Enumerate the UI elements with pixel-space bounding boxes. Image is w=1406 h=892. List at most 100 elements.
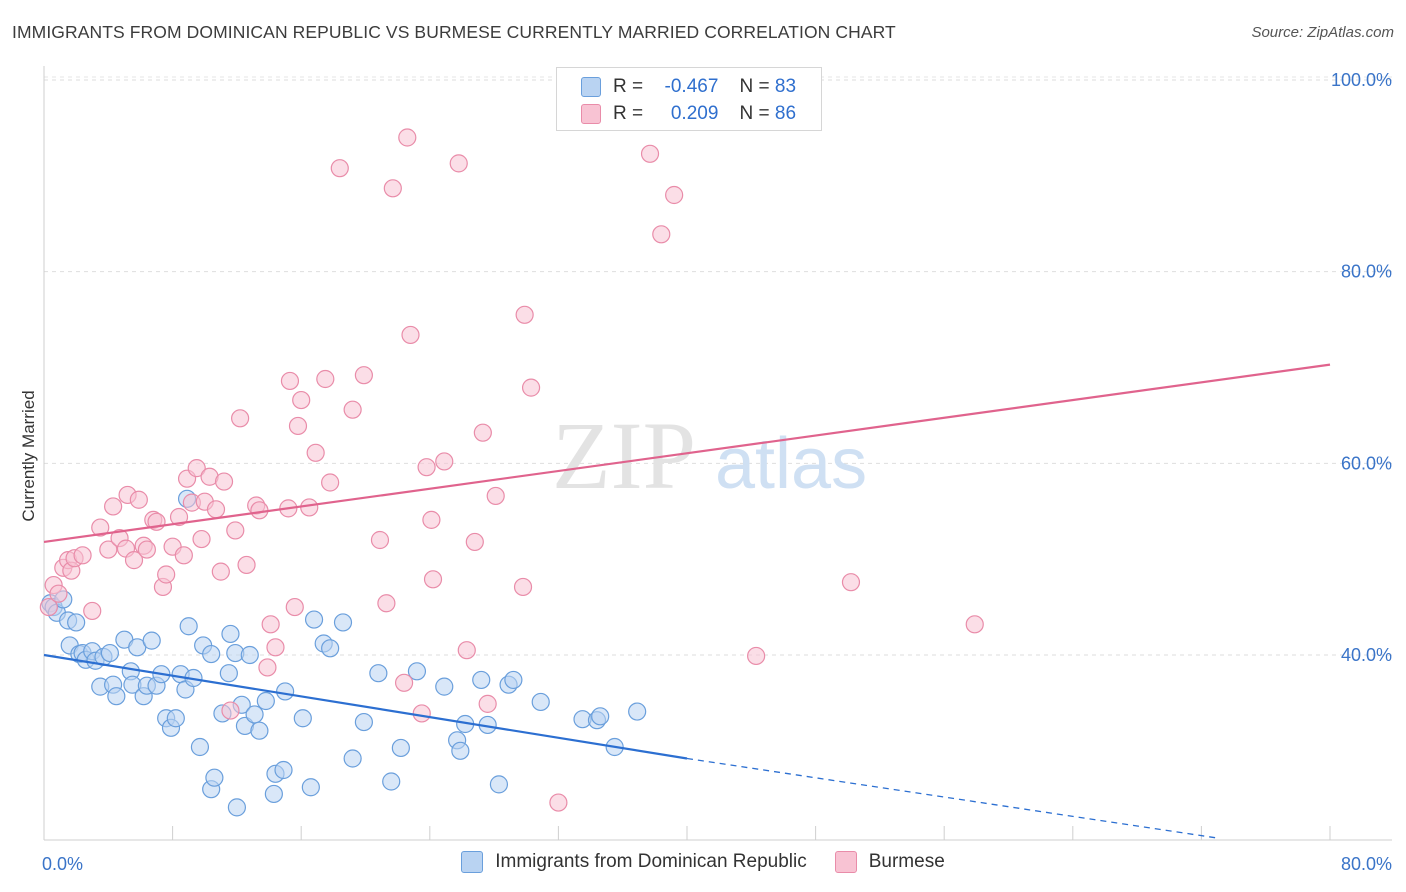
burmese-point	[73, 546, 92, 565]
dominican-point	[504, 670, 523, 690]
burmese-point	[549, 793, 568, 812]
burmese-point	[288, 416, 308, 436]
dominican-point	[321, 639, 340, 658]
dominican-point	[304, 610, 324, 629]
burmese-point	[398, 128, 417, 147]
dominican-point	[531, 692, 550, 712]
legend-r-value: -0.467	[664, 76, 719, 97]
dominican-point	[472, 670, 491, 690]
watermark-atlas: atlas	[715, 424, 867, 504]
legend-row-dominican: R = -0.467 N = 83	[581, 74, 796, 100]
burmese-point	[377, 594, 396, 613]
burmese-point	[258, 658, 277, 677]
chart-title: IMMIGRANTS FROM DOMINICAN REPUBLIC VS BU…	[12, 22, 896, 42]
burmese-point	[261, 615, 280, 634]
burmese-point	[174, 546, 193, 565]
burmese-point	[354, 366, 373, 385]
burmese-point	[226, 521, 245, 540]
series-legend: Immigrants from Dominican Republic Burme…	[0, 851, 1406, 873]
dominican-point	[343, 749, 362, 768]
burmese-point	[640, 144, 660, 163]
legend-n-value: 83	[774, 76, 797, 97]
burmese-point	[401, 325, 420, 345]
dominican-point	[250, 721, 269, 740]
tick-labels: 40.0% 60.0% 80.0% 100.0% 0.0% 80.0%	[42, 70, 1392, 874]
dominican-point	[202, 644, 221, 664]
burmese-point	[292, 390, 311, 410]
legend-swatch-pink	[581, 104, 601, 124]
source-credit: Source: ZipAtlas.com	[1251, 24, 1394, 41]
legend-swatch-pink	[834, 851, 857, 873]
burmese-point	[435, 452, 454, 471]
dominican-point	[628, 702, 647, 721]
legend-item-dominican[interactable]: Immigrants from Dominican Republic	[461, 851, 807, 873]
burmese-point	[965, 615, 984, 634]
legend-label-burmese: Burmese	[868, 851, 945, 872]
burmese-point	[449, 154, 468, 173]
dominican-point	[190, 737, 210, 757]
dominican-point	[407, 662, 427, 681]
dominican-point	[240, 645, 259, 665]
axes	[43, 66, 1392, 841]
burmese-point	[124, 551, 144, 570]
burmese-point	[192, 529, 211, 549]
x-tick-label: 0.0%	[42, 854, 83, 874]
dominican-point	[264, 784, 283, 804]
y-axis-label: Currently Married	[19, 390, 38, 521]
burmese-point	[841, 573, 861, 592]
dominican-point	[107, 687, 126, 706]
dominican-point	[221, 624, 240, 644]
x-tick-label: 80.0%	[1341, 854, 1392, 874]
burmese-point	[300, 498, 319, 517]
dominican-point	[591, 707, 610, 726]
y-tick-label: 80.0%	[1341, 262, 1392, 282]
legend-n-label: N =	[739, 103, 770, 124]
dominican-point	[100, 643, 120, 663]
legend-swatch-blue	[461, 851, 484, 873]
burmese-point	[370, 530, 390, 550]
legend-r-value: 0.209	[670, 103, 719, 124]
dominican-point	[179, 617, 198, 636]
trend-lines	[43, 363, 1331, 839]
burmese-point	[285, 597, 304, 617]
dominican-point	[227, 798, 246, 817]
burmese-point	[104, 497, 123, 516]
dominican-point	[354, 712, 373, 732]
burmese-point	[521, 378, 541, 397]
burmese-point	[137, 540, 156, 559]
burmese-point	[237, 555, 256, 575]
dominican-point	[219, 664, 238, 683]
burmese-point	[214, 472, 234, 491]
dominican-point	[435, 677, 454, 696]
dominican-point	[293, 709, 312, 728]
legend-r-label: R =	[613, 103, 644, 124]
legend-n-label: N =	[739, 76, 770, 97]
burmese-point	[423, 570, 443, 589]
burmese-point	[394, 673, 414, 692]
dominican-point	[391, 738, 410, 758]
burmese-point	[412, 704, 431, 723]
burmese-point	[457, 641, 476, 660]
correlation-legend: R = -0.467 N = 83 R = 0.209 N = 86	[556, 67, 822, 131]
dominican-point	[451, 741, 470, 760]
burmese-point	[515, 305, 534, 324]
burmese-point	[473, 423, 492, 442]
watermark: ZIP atlas	[552, 402, 867, 509]
burmese-point	[221, 701, 240, 720]
dominican-point	[256, 691, 275, 711]
legend-r-label: R =	[613, 76, 644, 97]
burmese-point	[422, 510, 441, 529]
burmese-point	[665, 185, 684, 205]
burmese-point	[99, 540, 118, 559]
burmese-point	[383, 179, 402, 198]
legend-item-burmese[interactable]: Burmese	[834, 851, 945, 873]
burmese-point	[478, 694, 497, 713]
y-tick-label: 60.0%	[1341, 453, 1392, 473]
burmese-point	[83, 601, 102, 621]
burmese-point	[306, 443, 325, 462]
burmese-point	[486, 486, 505, 506]
series-burmese-points	[39, 128, 984, 812]
burmese-point	[316, 369, 335, 389]
dominican-point	[276, 682, 295, 701]
